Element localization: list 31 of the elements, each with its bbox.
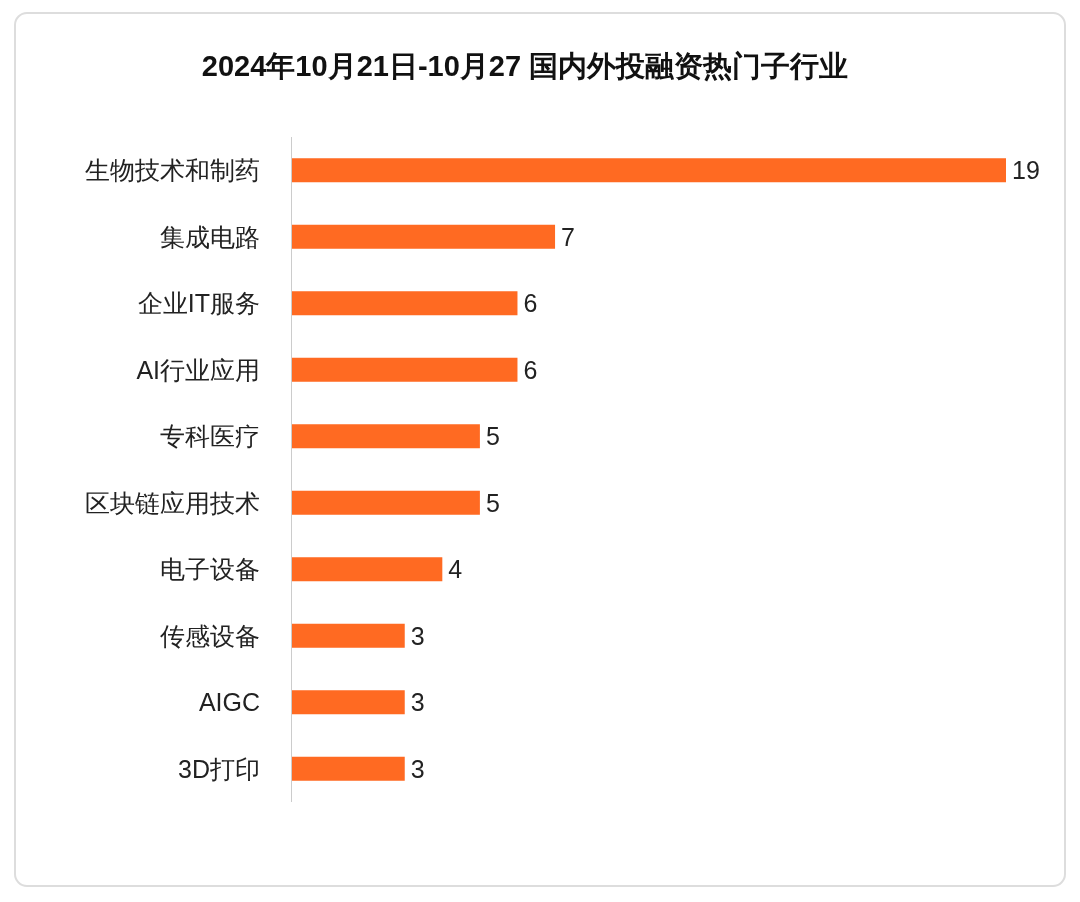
y-tick-label: 传感设备 [160,621,260,650]
bar [292,291,518,316]
data-label: 4 [448,555,463,584]
y-tick-label: 专科医疗 [160,422,260,451]
bar [292,158,1006,183]
bar [292,557,443,582]
chart-title: 2024年10月21日-10月27 国内外投融资热门子行业 [201,50,849,82]
y-tick-label: 3D打印 [178,754,260,783]
y-tick-label: 电子设备 [160,555,260,584]
data-label: 5 [485,422,500,451]
bar [292,623,405,648]
bar [292,756,405,781]
bar [292,490,480,515]
data-label: 19 [1012,156,1040,185]
bar [292,690,405,715]
y-tick-label: 集成电路 [160,222,260,251]
data-label: 3 [410,754,425,783]
bar [292,424,480,449]
bar [292,357,518,382]
data-label: 3 [410,688,425,717]
data-label: 5 [485,488,500,517]
y-tick-label: AIGC [198,688,260,717]
y-tick-label: 区块链应用技术 [85,488,260,517]
y-tick-label: 企业IT服务 [137,289,260,318]
data-label: 6 [523,289,538,318]
y-tick-label: 生物技术和制药 [85,156,260,185]
data-label: 6 [523,355,538,384]
bar [292,224,556,249]
y-tick-label: AI行业应用 [136,355,260,384]
data-label: 3 [410,621,425,650]
data-label: 7 [561,222,575,251]
